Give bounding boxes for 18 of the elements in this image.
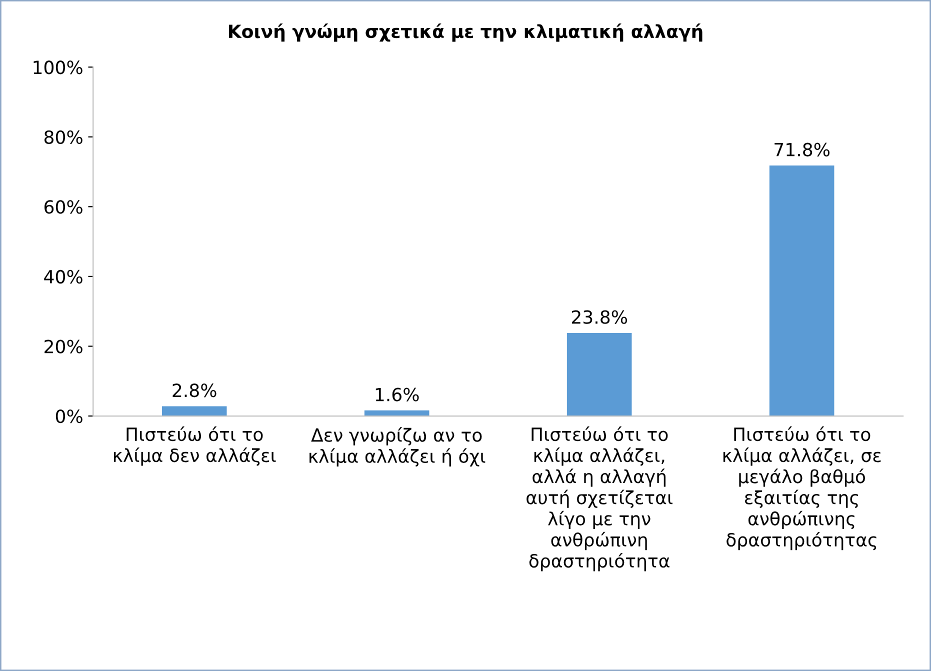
y-tick-label: 100%	[34, 60, 82, 74]
bar	[162, 406, 227, 416]
data-label: 2.8%	[172, 384, 216, 398]
x-tick-label: Πιστεύω ότι το κλίμα αλλάζει, αλλά η αλλαγή αυτή σχετίζεται λίγο με την ανθρώπινη δραστηριότητα	[526, 426, 672, 572]
data-label: 1.6%	[376, 388, 419, 402]
y-tick-label: 0%	[56, 409, 82, 424]
bar	[566, 332, 632, 416]
y-tick-label: 20%	[44, 340, 82, 354]
data-label: 23.8%	[572, 310, 628, 324]
y-tick-label: 80%	[44, 130, 82, 144]
x-tick-label: Πιστεύω ότι το κλίμα δεν αλλάζει	[114, 426, 276, 466]
bar	[769, 165, 834, 416]
x-tick-label: Πιστεύω ότι το κλίμα αλλάζει, σε μεγάλο βαθμό εξαιτίας της ανθρώπινης δραστηριότητας	[723, 426, 881, 550]
y-tick-label: 60%	[44, 200, 82, 214]
y-tick-label: 40%	[44, 270, 82, 284]
data-label: 71.8%	[774, 142, 830, 156]
x-tick-label: Δεν γνωρίζω αν το κλίμα αλλάζει ή όχι	[310, 427, 486, 466]
chart-title: Κοινή γνώμη σχετικά με την κλιματική αλλαγή	[229, 23, 702, 42]
